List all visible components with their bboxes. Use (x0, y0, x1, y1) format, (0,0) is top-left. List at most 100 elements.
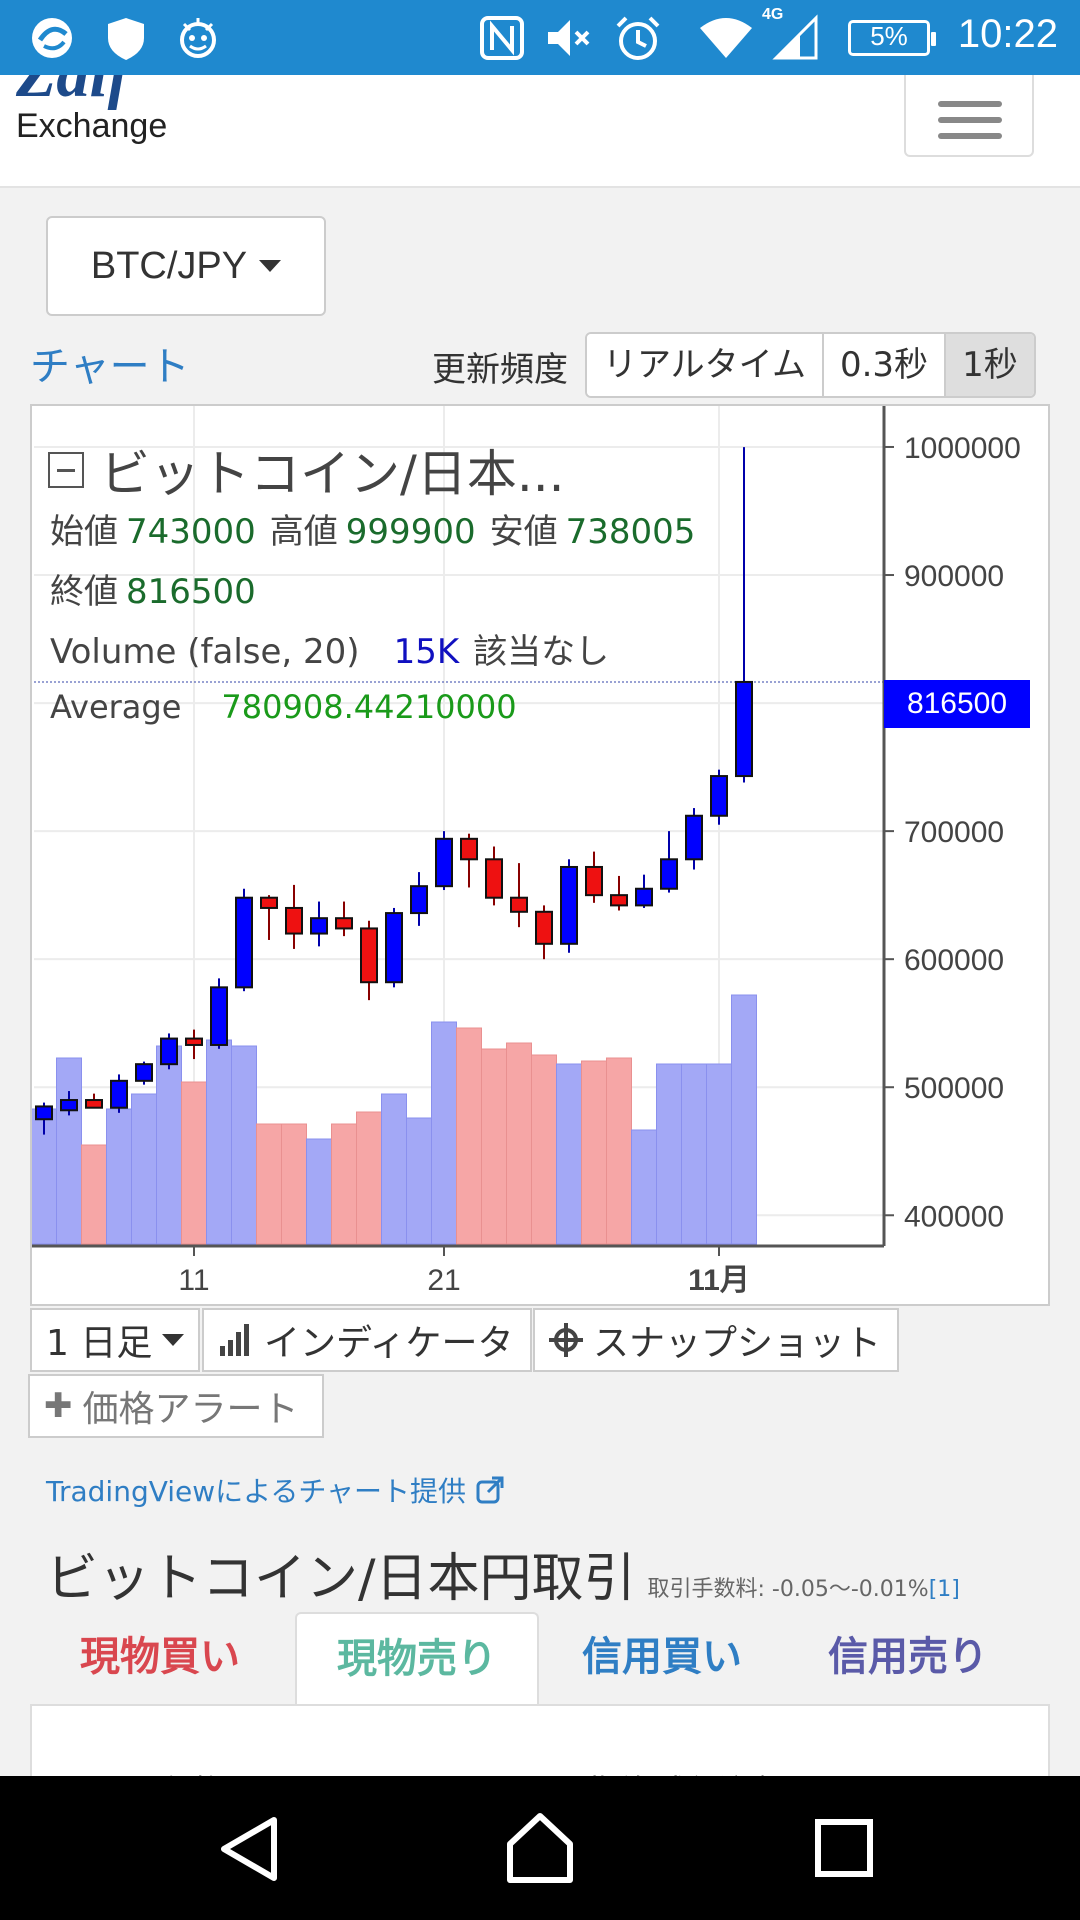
volume-bar (681, 1063, 707, 1245)
volume-bar (531, 1054, 557, 1245)
logo[interactable]: Zaif (16, 75, 130, 113)
tab-spot-buy[interactable]: 現物買い (80, 1634, 240, 1680)
candle-body (110, 1079, 128, 1109)
volume-bar (556, 1063, 582, 1245)
candle-body (85, 1099, 103, 1109)
volume-bar (131, 1093, 157, 1245)
recents-icon[interactable] (814, 1818, 874, 1878)
freq-1s-button[interactable]: 1秒 (946, 334, 1034, 396)
snapshot-label: スナップショット (593, 1323, 882, 1364)
battery-icon: 5% (848, 20, 936, 56)
home-icon[interactable] (504, 1810, 576, 1886)
logo-subtitle: Exchange (16, 107, 168, 145)
battery-level: 5% (870, 21, 908, 51)
candle-body (335, 917, 353, 930)
high-label: 高値 (269, 512, 338, 552)
collapse-icon[interactable] (48, 452, 84, 488)
high-value: 999900 (345, 512, 476, 552)
candle-body (235, 896, 253, 989)
interval-dropdown[interactable]: 1 日足 (30, 1308, 200, 1372)
candle-body (535, 910, 553, 945)
close-value: 816500 (126, 572, 256, 612)
tab-spot-sell[interactable]: 現物売り (295, 1612, 539, 1706)
volume-row: Volume (false, 20) 15K 該当なし (50, 624, 609, 673)
volume-bar (81, 1144, 107, 1245)
fee-text: 取引手数料: -0.05〜-0.01%[1] (647, 1577, 960, 1602)
candle-body (160, 1037, 178, 1066)
caret-down-icon (259, 260, 282, 272)
volume-bar (181, 1081, 207, 1245)
fee-reference-link[interactable]: [1] (928, 1577, 960, 1602)
volume-bar (56, 1057, 82, 1245)
candle-body (735, 680, 753, 778)
candle-body (210, 986, 228, 1046)
volume-value: 15K (393, 632, 460, 672)
volume-bar (231, 1045, 257, 1245)
shield-icon (108, 18, 144, 60)
y-tick-label: 1000000 (904, 432, 1021, 465)
volume-bar (731, 994, 757, 1245)
candle-body (35, 1105, 53, 1121)
close-row: 終値 816500 (50, 564, 270, 613)
signal-icon (772, 14, 818, 60)
candle-body (410, 885, 428, 915)
freq-realtime-button[interactable]: リアルタイム (587, 334, 824, 396)
candle-body (360, 927, 378, 984)
network-type: 4G (762, 6, 784, 23)
volume-bar (506, 1042, 532, 1245)
candle-body (285, 906, 303, 935)
tradingview-link[interactable]: TradingViewによるチャート提供 (46, 1470, 504, 1510)
volume-bar (206, 1039, 232, 1245)
mute-icon (548, 20, 590, 56)
pair-dropdown-value: BTC/JPY (90, 244, 248, 287)
x-tick-label: 11月 (688, 1264, 750, 1297)
candle-body (510, 896, 528, 913)
volume-bar (431, 1021, 457, 1245)
back-icon[interactable] (214, 1814, 284, 1884)
pair-dropdown[interactable]: BTC/JPY (46, 216, 326, 316)
volume-bar (106, 1108, 132, 1245)
tab-margin-sell[interactable]: 信用売り (828, 1634, 988, 1680)
volume-bar (581, 1060, 607, 1245)
open-value: 743000 (126, 512, 256, 552)
candle-body (385, 912, 403, 984)
price-chart[interactable]: 1000000900000800000700000600000500000400… (30, 404, 1050, 1306)
candle-body (560, 865, 578, 945)
chart-section-title: チャート (30, 344, 190, 390)
snapshot-button[interactable]: スナップショット (533, 1308, 899, 1372)
indicator-button[interactable]: インディケータ (202, 1308, 532, 1372)
volume-bar (331, 1123, 357, 1245)
volume-bar (456, 1027, 482, 1245)
candle-body (310, 917, 328, 935)
trade-title-text: ビットコイン/日本円取引 (46, 1549, 636, 1609)
nfc-icon (480, 16, 524, 60)
update-frequency-label: 更新頻度 (432, 350, 568, 390)
price-alert-button[interactable]: ✚ 価格アラート (28, 1374, 324, 1438)
caret-down-icon (162, 1334, 185, 1346)
volume-bar (306, 1138, 332, 1245)
volume-bar (606, 1057, 632, 1245)
y-tick-label: 600000 (904, 944, 1004, 977)
virus-guard-icon (180, 18, 216, 58)
candle-body (685, 814, 703, 861)
trade-title: ビットコイン/日本円取引 取引手数料: -0.05〜-0.01%[1] (46, 1536, 960, 1611)
candle-body (585, 865, 603, 897)
chart-legend-title: ビットコイン/日本... (48, 434, 565, 506)
volume-bar (656, 1063, 682, 1245)
price-alert-label: 価格アラート (82, 1389, 299, 1430)
tab-margin-buy[interactable]: 信用買い (582, 1634, 742, 1680)
volume-na: 該当なし (473, 632, 610, 672)
freq-0.3s-button[interactable]: 0.3秒 (823, 334, 947, 396)
candle-body (460, 837, 478, 861)
candle-body (610, 894, 628, 907)
volume-bar (256, 1123, 282, 1245)
candle-body (635, 887, 653, 907)
volume-label: Volume (false, 20) (50, 632, 360, 672)
average-label: Average (50, 688, 182, 726)
average-row: Average 780908.44210000 (50, 688, 517, 726)
external-link-icon (476, 1476, 504, 1504)
bar-chart-icon (220, 1324, 249, 1356)
indicator-label: インディケータ (264, 1323, 514, 1364)
open-label: 始値 (50, 512, 118, 552)
menu-button[interactable] (904, 75, 1034, 157)
